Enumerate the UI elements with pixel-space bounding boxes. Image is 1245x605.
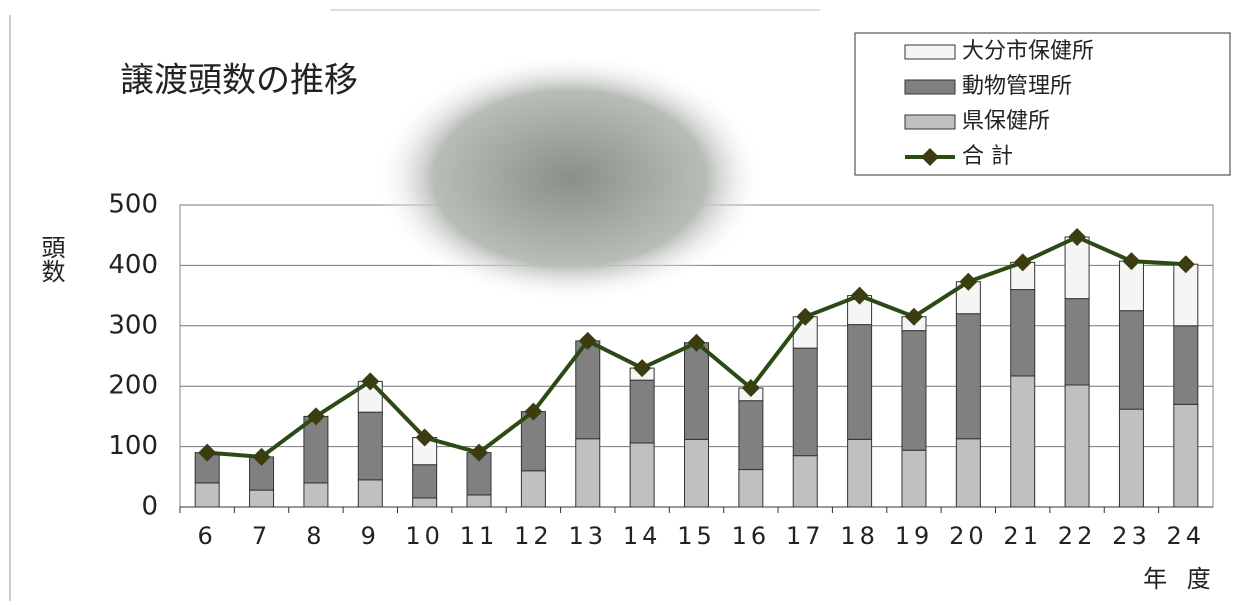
total-marker: [1068, 228, 1087, 247]
total-marker: [796, 307, 815, 326]
y-tick-label: 0: [141, 492, 158, 522]
x-tick-label: 14: [623, 522, 662, 550]
total-marker: [1176, 255, 1195, 274]
x-tick-label: 22: [1058, 522, 1097, 550]
bar: [792, 455, 818, 508]
bar: [955, 438, 981, 508]
total-marker: [1122, 252, 1141, 271]
bar: [1118, 310, 1144, 410]
x-tick-label: 16: [732, 522, 771, 550]
bar: [1010, 375, 1036, 508]
bar: [1173, 263, 1199, 327]
bar: [1064, 236, 1090, 300]
bar: [847, 438, 873, 508]
bar: [629, 442, 655, 508]
x-tick-label: 17: [786, 522, 825, 550]
legend-swatch: [921, 148, 939, 166]
x-tick-label: 20: [949, 522, 988, 550]
x-tick-label: 8: [306, 522, 325, 550]
x-axis-label: 年 度: [1143, 565, 1217, 593]
bar: [412, 497, 438, 508]
bar: [738, 469, 764, 508]
total-marker: [959, 272, 978, 291]
y-tick-label: 200: [108, 371, 158, 401]
bar: [357, 479, 383, 508]
y-tick-label: 100: [108, 431, 158, 461]
total-marker: [198, 443, 217, 462]
legend-swatch: [904, 44, 956, 60]
bar: [466, 494, 492, 508]
y-axis-label: 頭数: [37, 235, 65, 283]
total-marker: [1013, 253, 1032, 272]
bar: [955, 313, 981, 440]
x-tick-label: 15: [677, 522, 716, 550]
bar: [792, 347, 818, 457]
bar: [520, 470, 546, 508]
total-marker: [252, 447, 271, 466]
bar: [738, 400, 764, 471]
bar: [684, 438, 709, 508]
total-marker: [904, 307, 923, 326]
bar: [194, 482, 220, 508]
bar: [847, 324, 873, 440]
bar: [357, 411, 383, 481]
bar: [1173, 325, 1199, 405]
x-tick-label: 9: [361, 522, 380, 550]
legend-label: 県保健所: [962, 109, 1050, 134]
bar: [412, 464, 438, 499]
total-marker: [470, 443, 489, 462]
photo: [375, 53, 765, 303]
total-marker: [633, 359, 652, 378]
bar: [575, 340, 601, 440]
bar: [249, 489, 275, 508]
x-tick-label: 21: [1003, 522, 1042, 550]
total-marker: [741, 379, 760, 398]
x-tick-label: 6: [198, 522, 217, 550]
bar: [1118, 408, 1144, 508]
total-marker: [306, 407, 325, 426]
bar: [1064, 298, 1090, 386]
x-tick-label: 13: [568, 522, 607, 550]
x-tick-label: 18: [840, 522, 879, 550]
x-tick-label: 24: [1167, 522, 1206, 550]
legend-label: 動物管理所: [962, 74, 1072, 99]
bar: [1010, 289, 1036, 377]
y-tick-label: 400: [108, 250, 158, 280]
bar: [629, 379, 655, 444]
bar: [1173, 403, 1199, 508]
bar: [901, 449, 927, 508]
total-marker: [850, 286, 869, 305]
bar: [684, 342, 709, 440]
bar: [1064, 384, 1090, 508]
legend-swatch: [904, 79, 956, 95]
bar: [303, 482, 329, 508]
bar: [575, 438, 601, 508]
bar: [901, 330, 927, 451]
y-tick-label: 300: [108, 310, 158, 340]
legend-label: 合 計: [962, 144, 1013, 169]
legend-label: 大分市保健所: [962, 39, 1094, 64]
x-tick-label: 23: [1112, 522, 1151, 550]
total-marker: [361, 372, 380, 391]
chart-title: 譲渡頭数の推移: [120, 61, 358, 101]
y-tick-label: 500: [108, 190, 158, 220]
bar: [520, 411, 546, 472]
total-marker: [687, 333, 706, 352]
x-tick-label: 11: [460, 522, 499, 550]
bar: [303, 415, 329, 484]
x-tick-label: 10: [405, 522, 444, 550]
x-tick-label: 7: [252, 522, 271, 550]
total-marker: [524, 402, 543, 421]
x-tick-label: 19: [895, 522, 934, 550]
total-marker: [415, 428, 434, 447]
legend-swatch: [904, 114, 956, 130]
total-marker: [578, 331, 597, 350]
x-tick-label: 12: [514, 522, 553, 550]
